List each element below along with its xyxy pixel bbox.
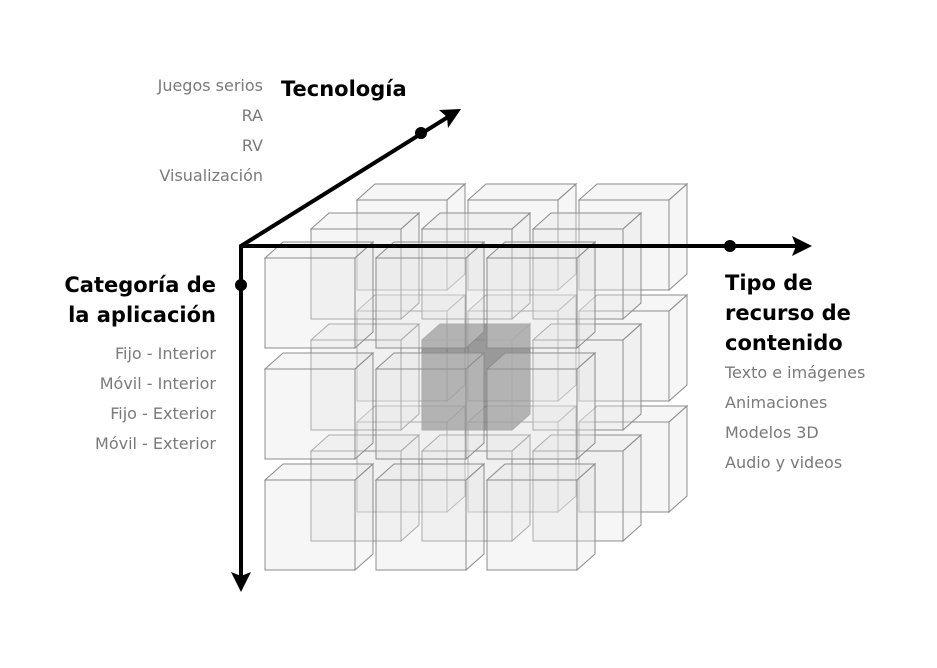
- cube-front-face: [375, 368, 467, 460]
- resource-item: Audio y videos: [725, 453, 843, 472]
- grid-cube: [374, 351, 486, 461]
- cube-top-face: [577, 183, 689, 201]
- grid-cube: [263, 240, 375, 350]
- cube-top-face: [263, 352, 375, 370]
- cube-side-face: [576, 240, 596, 350]
- technology-item: RA: [241, 106, 263, 125]
- technology-axis-arrowhead: [439, 109, 461, 128]
- resource-title-line: contenido: [725, 331, 843, 355]
- grid-cube: [374, 462, 486, 572]
- category-title-line: la aplicación: [68, 303, 216, 327]
- category-items: Fijo - Interior Móvil - Interior Fijo - …: [95, 339, 216, 459]
- technology-item: RV: [241, 136, 263, 155]
- grid-cube: [531, 433, 643, 543]
- cube-side-face: [622, 211, 642, 321]
- resource-axis-marker: [724, 240, 736, 252]
- resource-item: Animaciones: [725, 393, 828, 412]
- grid-cube: [485, 351, 597, 461]
- cube-front-face: [264, 368, 356, 460]
- cube-side-face: [465, 240, 485, 350]
- cube-top-face: [531, 212, 643, 230]
- resource-axis-title: Tipo de recurso de contenido: [725, 268, 851, 358]
- resource-item: Modelos 3D: [725, 423, 819, 442]
- cube-front-face: [578, 421, 670, 513]
- cube-side-face: [668, 293, 688, 403]
- cube-front-face: [532, 339, 624, 431]
- grid-cube: [263, 351, 375, 461]
- cube-top-face: [420, 212, 532, 230]
- cube-front-face: [356, 421, 448, 513]
- grid-cube: [309, 433, 421, 543]
- category-item: Móvil - Interior: [99, 374, 216, 393]
- cube-front-face: [421, 450, 513, 542]
- cube-top-face: [355, 183, 467, 201]
- grid-cube: [263, 462, 375, 572]
- cube-side-face: [576, 351, 596, 461]
- resource-title-line: recurso de: [725, 301, 851, 325]
- grid-cube: [374, 240, 486, 350]
- cube-front-face: [310, 339, 402, 431]
- category-item: Móvil - Exterior: [95, 434, 216, 453]
- axes-group: [231, 109, 812, 592]
- cube-front-face: [375, 257, 467, 349]
- cube-front-face: [486, 479, 578, 571]
- resource-title-line: Tipo de: [725, 271, 813, 295]
- grid-cube: [577, 293, 689, 403]
- grid-cube: [577, 404, 689, 514]
- cube-side-face: [668, 182, 688, 292]
- cube-front-face: [421, 339, 513, 431]
- cube-front-face: [578, 310, 670, 402]
- cube-side-face: [622, 433, 642, 543]
- technology-item: Juegos serios: [157, 76, 263, 95]
- resource-item: Texto e imágenes: [725, 363, 866, 382]
- cube-front-face: [486, 368, 578, 460]
- resource-axis-arrowhead: [792, 236, 812, 256]
- cube-top-face: [466, 183, 578, 201]
- cube-top-face: [374, 463, 486, 481]
- grid-cube: [420, 433, 532, 543]
- cube-side-face: [354, 351, 374, 461]
- cube-side-face: [622, 322, 642, 432]
- cube-side-face: [576, 462, 596, 572]
- category-axis-marker: [235, 279, 247, 291]
- technology-items: Juegos serios RA RV Visualización: [158, 71, 263, 191]
- highlighted-cube: [420, 322, 532, 432]
- cube-top-face: [263, 463, 375, 481]
- grid-cube: [309, 322, 421, 432]
- cube-front-face: [310, 450, 402, 542]
- cube-top-face: [374, 352, 486, 370]
- category-axis-arrowhead: [231, 572, 251, 592]
- technology-axis-marker: [415, 127, 427, 139]
- resource-items: Texto e imágenes Animaciones Modelos 3D …: [725, 358, 865, 478]
- cube-side-face: [465, 462, 485, 572]
- grid-cube: [485, 462, 597, 572]
- technology-axis-title: Tecnología: [281, 77, 407, 101]
- technology-axis-line: [239, 115, 450, 248]
- technology-item: Visualización: [159, 166, 263, 185]
- cube-front-face: [532, 450, 624, 542]
- category-item: Fijo - Interior: [114, 344, 216, 363]
- cube-side-face: [668, 404, 688, 514]
- category-item: Fijo - Exterior: [110, 404, 216, 423]
- cube-front-face: [264, 257, 356, 349]
- cube-front-face: [486, 257, 578, 349]
- cube-grid: [263, 182, 689, 572]
- cube-front-face: [264, 479, 356, 571]
- cube-top-face: [485, 463, 597, 481]
- cube-front-face: [375, 479, 467, 571]
- cube-side-face: [354, 462, 374, 572]
- category-axis-title: Categoría de la aplicación: [64, 270, 216, 330]
- grid-cube: [531, 322, 643, 432]
- cube-side-face: [465, 351, 485, 461]
- grid-cube: [485, 240, 597, 350]
- cube-side-face: [354, 240, 374, 350]
- cube-top-face: [485, 352, 597, 370]
- category-title-line: Categoría de: [64, 273, 216, 297]
- cube-top-face: [309, 212, 421, 230]
